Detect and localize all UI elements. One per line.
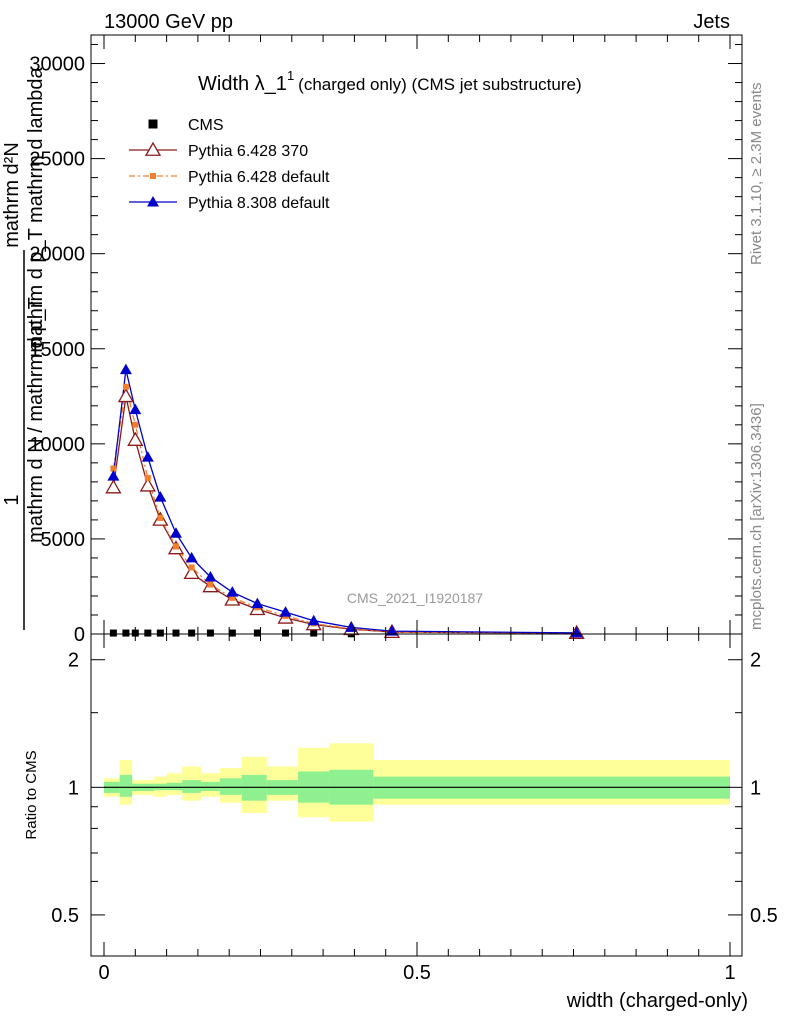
chart-title: Width λ_11 (charged only) (CMS jet substr…: [198, 68, 582, 95]
main-y-axis-label: 1 mathrm d N / mathrm d p_T mathrm d²N m…: [1, 66, 47, 630]
ratio-y-tick-label: 1: [68, 777, 79, 799]
ratio-inner-band: [166, 782, 183, 791]
pythia-8-308-default-point: [129, 403, 142, 415]
cms-point: [310, 629, 318, 637]
ratio-y-tick-label-right: 0.5: [750, 905, 778, 927]
chart-title-sub: (charged only) (CMS jet substructure): [298, 75, 581, 94]
main-plot-panel: 0 5000 10000 15000 20000 25000 30000 Width λ_1…: [29, 34, 743, 646]
legend-marker-pythia-6-428-370: [144, 141, 162, 156]
ratio-y-axis-label: Ratio to CMS: [23, 750, 40, 839]
legend-marker-pythia-6-428-default: [150, 173, 156, 179]
x-tick-label: 0.5: [403, 962, 431, 984]
cms-point: [144, 629, 152, 637]
pythia-8-308-default-point: [119, 363, 132, 375]
pythia-8-308-default-point: [154, 491, 167, 502]
y-label-denominator-1: mathrm d N / mathrm d p_T: [25, 297, 47, 543]
pythia-6-428-370-point: [139, 477, 156, 492]
main-y-tick-label: 15000: [29, 339, 85, 361]
ratio-y-tick-label-right: 2: [750, 650, 761, 672]
pythia-8-308-default-point: [251, 597, 264, 609]
x-tick-label: 1: [724, 962, 735, 984]
y-label-numerator-1: 1: [1, 494, 23, 505]
mcplots-label: mcplots.cern.ch [arXiv:1306.3436]: [748, 403, 765, 630]
pythia-8-308-default-point: [279, 606, 292, 617]
pythia-6-428-370-point: [105, 479, 122, 494]
rivet-label: Rivet 3.1.10, ≥ 2.3M events: [748, 83, 765, 266]
pythia-6-428-default-point: [188, 564, 195, 571]
ratio-plot-panel: 0.5 0.51 12 2 0 0.5 1: [51, 35, 778, 984]
legend-label-pythia-6-428-370: Pythia 6.428 370: [188, 143, 308, 160]
legend-marker-cms: [148, 119, 158, 129]
pythia-6-428-default-point: [207, 581, 214, 588]
ratio-inner-band: [201, 781, 220, 792]
pythia-6-428-default-point: [229, 594, 236, 601]
pythia-6-428-370-line: [112, 396, 577, 634]
pythia-8-308-default-point: [141, 451, 154, 462]
pythia-6-428-default-line: [112, 386, 577, 634]
main-y-tick-label: 10000: [29, 434, 85, 456]
main-y-tick-label: 20000: [29, 244, 85, 266]
pythia-8-308-default-point: [204, 570, 217, 582]
pythia-8-308-default-point: [169, 527, 182, 538]
cms-point: [282, 629, 290, 637]
ratio-y-ticks: 0.5 0.5 1 1 2 2: [51, 650, 778, 927]
main-y-ticks: 0 5000 10000 15000 20000 25000 30000: [29, 44, 742, 646]
cms-point: [122, 629, 130, 637]
main-y-tick-label: 30000: [29, 54, 85, 76]
ratio-inner-band: [119, 774, 133, 797]
cms-point: [188, 629, 196, 637]
pythia-6-428-default-point: [144, 475, 151, 482]
pythia-8-308-default-point: [107, 470, 120, 481]
chart-title-main: Width λ_1: [198, 73, 287, 95]
analysis-watermark: CMS_2021_I1920187: [347, 590, 483, 606]
pythia-6-428-default-point: [157, 515, 164, 522]
ratio-plot-frame-overlay: [90, 633, 743, 957]
pythia-8-308-default-point: [385, 625, 398, 636]
pythia-6-428-default-point: [122, 383, 129, 390]
pythia-6-428-default-point: [172, 543, 179, 550]
pythia-6-428-370-point: [183, 564, 200, 580]
x-tick-label: 0: [98, 962, 109, 984]
pythia-8-308-default-point: [185, 551, 198, 563]
cms-point: [172, 629, 180, 637]
main-series: [105, 363, 585, 639]
pythia-6-428-default-point: [110, 465, 117, 472]
legend-marker-pythia-8-308-default: [147, 196, 159, 207]
ratio-inner-band: [182, 780, 202, 793]
y-label-denominator-2: mathrm d p_T mathrm d lambda: [25, 66, 47, 352]
pythia-6-428-370-point: [127, 431, 144, 446]
pythia-6-428-370-point: [117, 387, 135, 403]
legend-label-cms: CMS: [188, 117, 224, 134]
ratio-y-tick-label: 0.5: [51, 905, 79, 927]
main-y-tick-label: 0: [74, 624, 85, 646]
x-ticks: 0 0.5 1: [98, 35, 736, 984]
legend-label-pythia-6-428-default: Pythia 6.428 default: [188, 169, 330, 186]
ratio-y-tick-label: 2: [68, 650, 79, 672]
pythia-8-308-default-point: [307, 614, 320, 626]
main-y-tick-label: 5000: [41, 529, 86, 551]
pythia-8-308-default-line: [112, 369, 577, 634]
ratio-inner-band: [219, 778, 242, 795]
cms-point: [253, 629, 261, 637]
header-right-label: Jets: [693, 11, 730, 33]
pythia-8-308-default-point: [226, 586, 239, 597]
ratio-y-tick-label-right: 1: [750, 777, 761, 799]
chart-title-sup: 1: [287, 68, 294, 83]
header-left-label: 13000 GeV pp: [104, 11, 233, 33]
cms-point: [206, 629, 214, 637]
x-axis-label: width (charged-only): [566, 990, 748, 1012]
legend-label-pythia-8-308-default: Pythia 8.308 default: [188, 195, 330, 212]
cms-point: [156, 629, 164, 637]
cms-point: [228, 629, 236, 637]
ratio-bands: [104, 743, 730, 822]
cms-point: [109, 629, 117, 637]
y-label-numerator-2: mathrm d²N: [1, 142, 23, 248]
pythia-6-428-default-point: [132, 421, 139, 428]
main-y-tick-label: 25000: [29, 149, 85, 171]
legend: CMS Pythia 6.428 370 Pythia 6.428 default P…: [129, 117, 330, 212]
